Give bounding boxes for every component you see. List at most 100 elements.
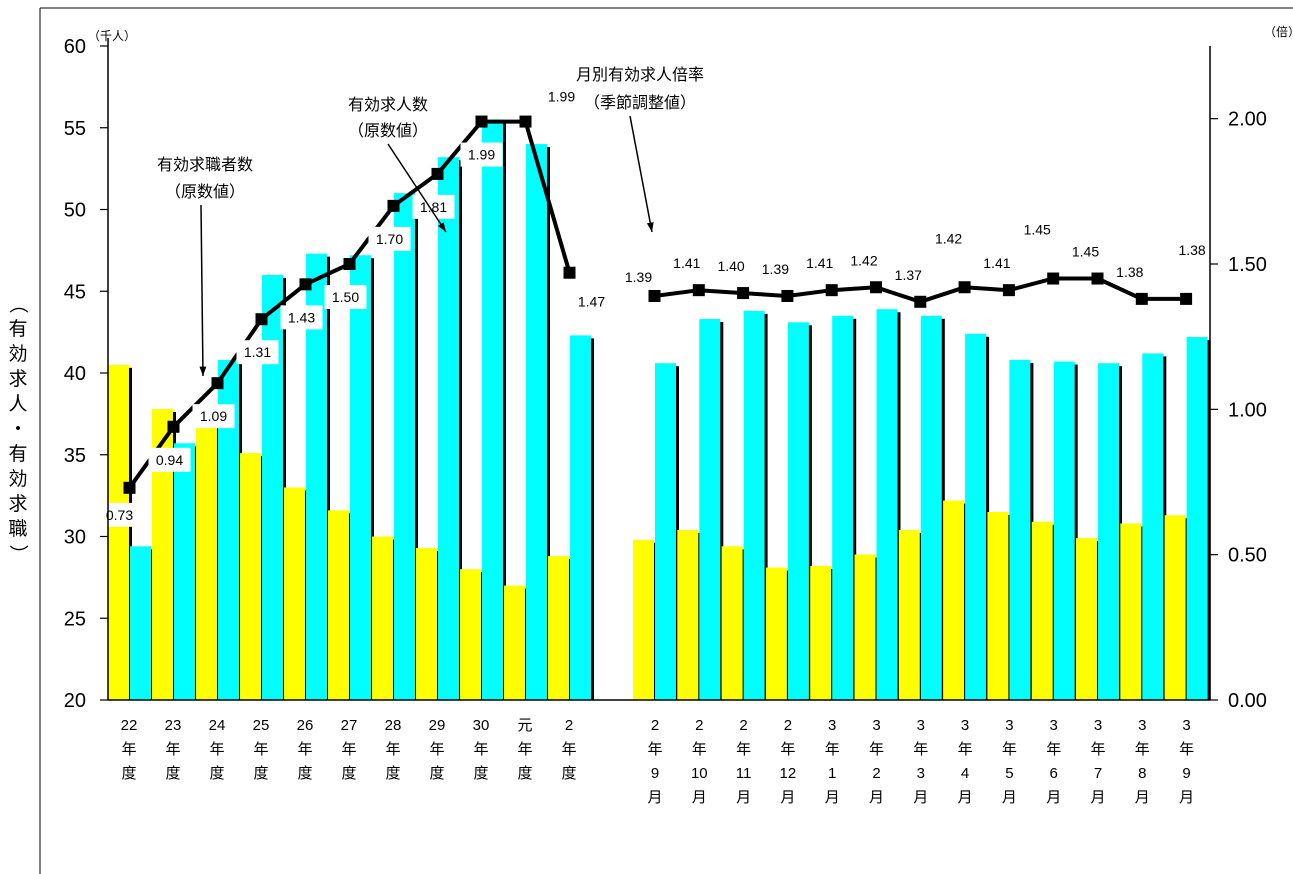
ratio-marker: [563, 266, 576, 279]
job-openings-bar: [876, 309, 898, 700]
job-seekers-bar: [987, 511, 1009, 700]
ratio-marker: [958, 281, 971, 294]
ratio-marker: [299, 278, 312, 291]
ratio-marker: [1091, 272, 1104, 285]
job-seekers-bar: [108, 364, 129, 700]
ratio-label-bg: [460, 142, 503, 167]
left-tick-label: 60: [64, 36, 86, 58]
ratio-data-label: 1.41: [673, 255, 700, 271]
left-axis-label-char: 有: [8, 443, 27, 465]
job-openings-bar: [743, 310, 765, 700]
ratio-data-label: 1.70: [376, 231, 403, 247]
category-label: 11: [736, 765, 752, 782]
job-openings-bar: [1142, 353, 1164, 700]
category-label: 度: [517, 765, 532, 782]
ratio-data-label: 1.09: [200, 408, 227, 424]
category-label: 3: [917, 765, 925, 782]
ratio-data-label: 1.45: [1024, 222, 1051, 238]
ratio-marker: [914, 295, 927, 308]
ratio-marker: [692, 284, 705, 297]
left-tick-label: 45: [64, 281, 86, 303]
category-label: 3: [1094, 717, 1102, 734]
category-label: 年: [253, 741, 268, 758]
ratio-labels: 0.730.941.091.311.431.501.701.811.991.99…: [98, 89, 1206, 527]
annotation-monthly-ratio-title: 月別有効求人倍率: [576, 66, 704, 84]
job-seekers-bar: [240, 453, 261, 700]
ratio-data-label: 1.31: [244, 344, 271, 360]
category-label: 23: [165, 717, 182, 734]
job-openings-bar: [262, 274, 283, 700]
ratio-data-label: 1.45: [1072, 244, 1099, 260]
category-label: 8: [1138, 765, 1146, 782]
category-label: 度: [561, 765, 576, 782]
annotation-openings-title: 有効求人数: [348, 96, 428, 114]
category-label: 9: [1182, 765, 1190, 782]
category-label: 月: [692, 789, 707, 806]
ratio-lines: [123, 115, 1193, 494]
annotation-seekers-arrow-head: [199, 366, 207, 376]
ratio-data-label: 1.37: [895, 267, 922, 283]
left-axis-label-char: ）: [7, 544, 29, 563]
ratio-data-label: 0.94: [156, 452, 183, 468]
left-axis-label-char: ・: [8, 419, 27, 440]
category-label: 27: [341, 717, 358, 734]
category-label: 29: [429, 717, 446, 734]
category-label: 年: [385, 741, 400, 758]
ratio-marker: [167, 420, 180, 433]
category-label: 月: [780, 789, 795, 806]
annotation-openings-arrow: [387, 143, 447, 233]
ratio-data-label: 1.41: [806, 255, 833, 271]
category-label: 5: [1005, 765, 1013, 782]
ratio-marker: [870, 281, 882, 294]
category-label: 度: [429, 765, 444, 782]
category-label: 3: [1138, 717, 1146, 734]
chart-frame: [39, 7, 1293, 874]
ratio-marker: [343, 258, 356, 270]
category-label: 月: [1135, 789, 1150, 806]
category-label: 6: [1050, 765, 1058, 782]
job-openings-bar: [920, 315, 942, 700]
category-label: 9: [651, 765, 659, 782]
category-label: 月: [1002, 789, 1017, 806]
category-label: 7: [1094, 765, 1102, 782]
right-tick-label: 1.00: [1228, 399, 1267, 421]
job-openings-bar: [306, 253, 327, 700]
job-openings-bar: [350, 255, 371, 700]
job-openings-bar: [699, 319, 721, 700]
category-label: 年: [958, 741, 973, 758]
job-seekers-bar: [898, 529, 920, 700]
job-openings-bar: [130, 546, 151, 700]
job-seekers-bar: [196, 413, 217, 700]
ratio-marker: [1047, 272, 1060, 285]
left-tick-label: 20: [64, 690, 86, 712]
category-label: 年: [825, 741, 840, 758]
ratio-marker: [825, 284, 838, 297]
right-tick-label: 1.50: [1228, 254, 1267, 276]
category-label: 年: [341, 741, 356, 758]
job-seekers-bar: [1120, 523, 1142, 700]
right-tick-label: 2.00: [1228, 109, 1267, 131]
category-label: 年: [1090, 741, 1105, 758]
ratio-data-label: 1.41: [983, 255, 1010, 271]
left-axis-label-char: 有: [8, 318, 27, 340]
category-label: 25: [253, 717, 270, 734]
job-seekers-bar: [460, 569, 481, 700]
ratio-data-label: 1.42: [850, 252, 877, 268]
category-label: 2: [784, 717, 792, 734]
ratio-data-label: 1.42: [935, 230, 962, 246]
ratio-marker: [1180, 292, 1193, 305]
annotation-seekers-arrow: [200, 204, 204, 377]
job-openings-bar: [174, 443, 195, 700]
job-openings-bar: [655, 363, 676, 700]
ratio-data-label: 1.40: [717, 258, 744, 274]
job-seekers-bar: [633, 539, 654, 700]
job-seekers-bar: [943, 500, 965, 700]
category-label: 年: [780, 741, 795, 758]
category-label: 年: [517, 741, 532, 758]
ratio-label-bg: [98, 502, 141, 527]
job-openings-bar: [832, 315, 854, 700]
ratio-data-label: 1.39: [762, 261, 789, 277]
category-label: 年: [561, 741, 576, 758]
category-label: 3: [961, 717, 969, 734]
